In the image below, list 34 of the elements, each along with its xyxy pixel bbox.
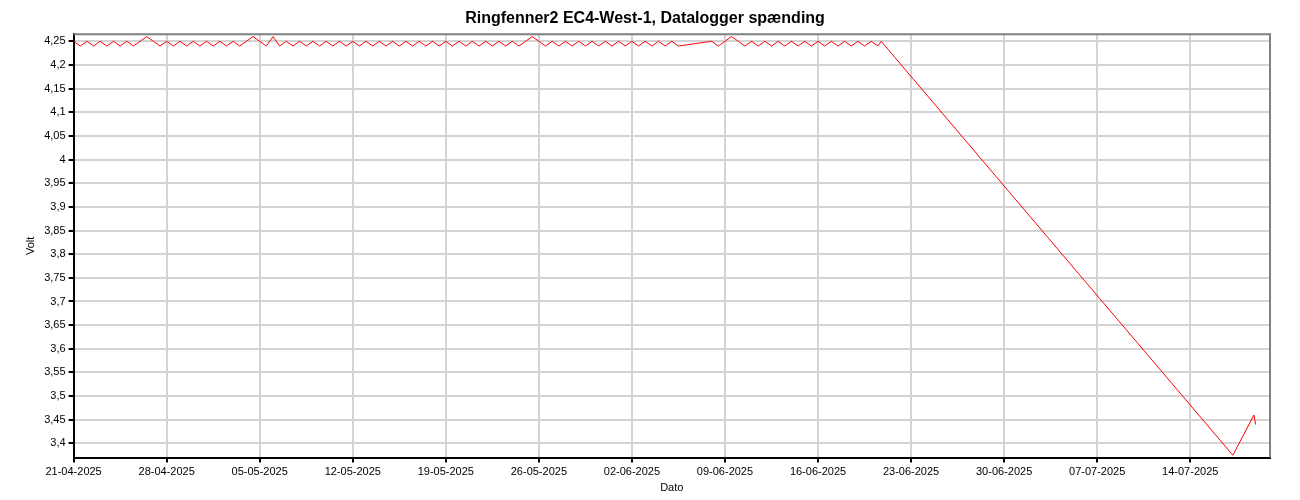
y-tick-label: 3,6 <box>50 341 66 354</box>
y-tick-label: 3,7 <box>50 294 66 307</box>
x-tick-label: 14-07-2025 <box>1162 465 1219 478</box>
chart-title: Ringfenner2 EC4-West-1, Datalogger spænding <box>465 9 825 27</box>
y-tick-label: 3,65 <box>44 318 66 331</box>
x-tick-label: 23-06-2025 <box>882 465 940 478</box>
x-tick-label: 07-07-2025 <box>1069 465 1126 478</box>
y-tick-label: 3,85 <box>44 223 66 236</box>
y-tick-label: 3,9 <box>50 199 66 212</box>
x-tick-label: 28-04-2025 <box>138 465 195 478</box>
y-tick-label: 3,8 <box>50 247 66 260</box>
y-tick-label: 4 <box>59 152 66 165</box>
x-tick-label: 26-05-2025 <box>510 465 568 478</box>
x-tick-label: 09-06-2025 <box>696 465 754 478</box>
x-tick-label: 12-05-2025 <box>324 465 381 478</box>
x-axis-title: Dato <box>660 481 684 494</box>
y-tick-label: 4,15 <box>44 81 66 94</box>
x-tick-label: 05-05-2025 <box>231 465 288 478</box>
y-tick-label: 4,05 <box>44 128 66 141</box>
x-tick-label: 02-06-2025 <box>603 465 661 478</box>
y-tick-label: 4,1 <box>50 105 66 118</box>
x-tick-label: 19-05-2025 <box>417 465 474 478</box>
y-tick-label: 4,2 <box>50 57 66 70</box>
y-tick-label: 3,55 <box>44 365 66 378</box>
x-tick-label: 21-04-2025 <box>45 465 102 478</box>
y-tick-label: 3,45 <box>44 412 66 425</box>
x-tick-label: 16-06-2025 <box>789 465 847 478</box>
x-tick-label: 30-06-2025 <box>975 465 1033 478</box>
y-tick-label: 3,95 <box>44 176 66 189</box>
y-axis-title: Volt <box>23 236 36 256</box>
y-tick-label: 3,5 <box>50 389 66 402</box>
y-tick-label: 4,25 <box>44 34 66 47</box>
y-tick-label: 3,75 <box>44 270 66 283</box>
y-tick-label: 3,4 <box>50 436 66 449</box>
